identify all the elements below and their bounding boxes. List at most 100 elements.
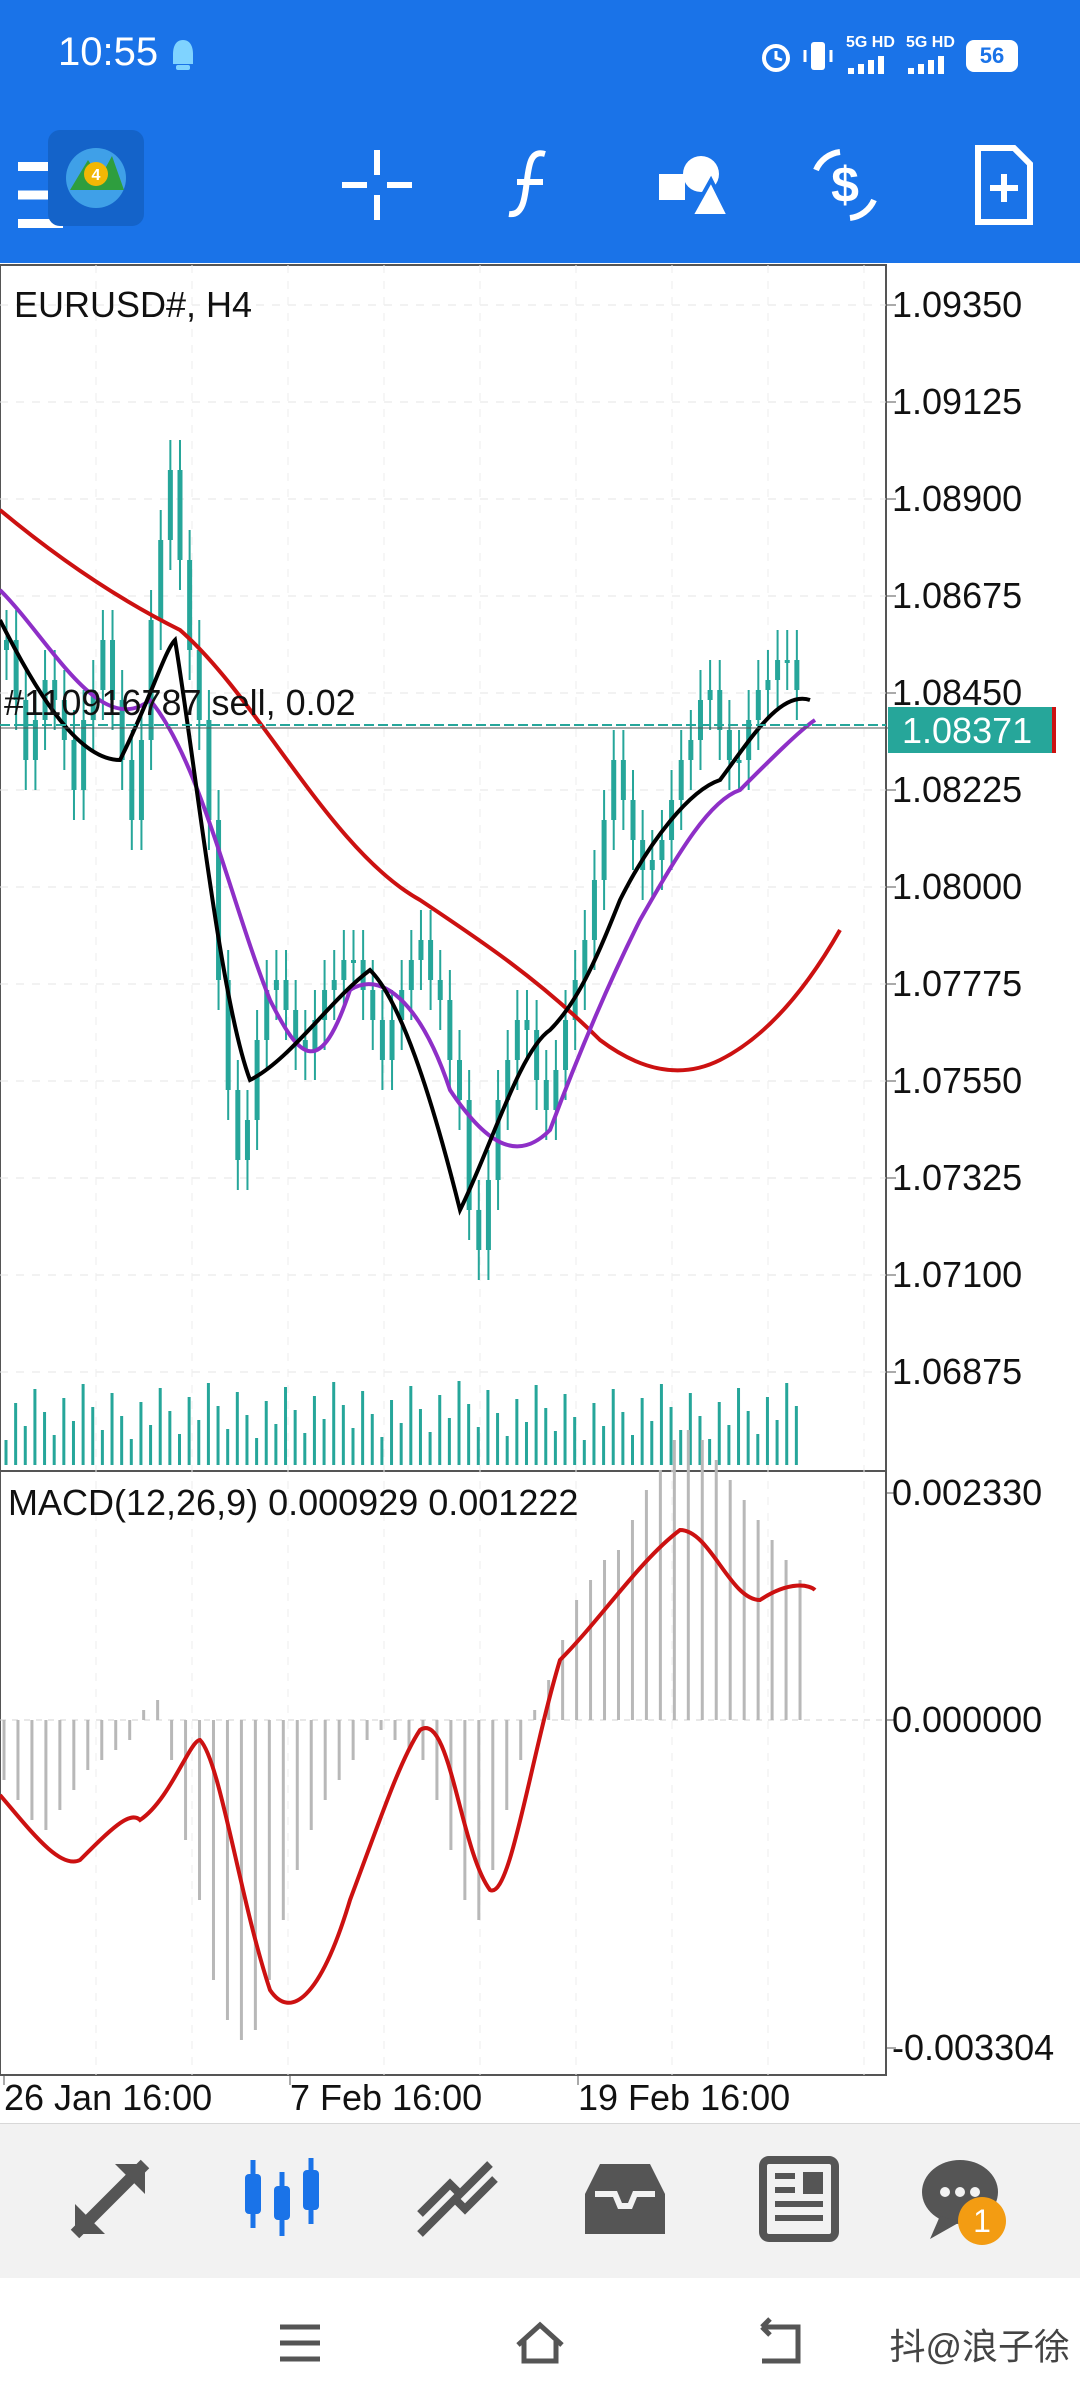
top-app-bar: 10:55 5G HD 5G HD 56 4 [0,0,1080,263]
candle-body [418,940,424,960]
messages-icon[interactable] [890,2124,1040,2274]
candle-body [225,980,231,1090]
candle-body [765,680,771,690]
price-tick-label: 1.08675 [892,575,1022,616]
back-icon[interactable] [750,2313,810,2373]
current-price-badge [888,707,1053,753]
candle-body [293,1010,299,1040]
time-tick-label: 7 Feb 16:00 [290,2077,482,2118]
candle-body [524,1020,530,1030]
symbol-label: EURUSD#, H4 [14,284,252,325]
chart-icon[interactable] [207,2124,357,2274]
candle-body [158,540,164,620]
macd-panel [0,1430,817,2040]
price-tick-label: 1.08900 [892,478,1022,519]
candle-body [312,1020,318,1050]
objects-icon[interactable] [645,140,735,230]
candle-body [543,1080,549,1110]
bottom-navigation: 1 [0,2123,1080,2279]
macd-tick-label: 0.002330 [892,1472,1042,1513]
chart-area[interactable]: #110916787 sell, 0.02 1.08371 EURUSD#, H… [0,263,1080,2123]
price-tick-label: 1.08000 [892,866,1022,907]
candle-body [90,690,96,720]
price-tick-label: 1.09350 [892,284,1022,325]
candle-body [707,690,713,700]
moving-averages [0,508,842,1216]
candle-body [61,700,67,740]
candle-body [350,960,356,963]
candle-body [71,740,77,790]
macd-tick-label: 0.000000 [892,1699,1042,1740]
news-icon[interactable] [725,2124,875,2274]
current-price-label: 1.08371 [902,710,1032,751]
vibrate-icon [803,42,833,70]
candle-body [457,1060,463,1100]
price-tick-label: 1.07325 [892,1157,1022,1198]
ma-slow-line [0,508,842,1073]
candle-body [100,640,106,690]
candle-body [148,620,154,740]
menu-icon[interactable] [0,150,90,240]
indicators-icon[interactable] [487,140,577,230]
candle-body [206,720,212,820]
candle-body [582,940,588,980]
candle-body [331,980,337,990]
svg-text:$: $ [831,157,859,213]
battery-indicator: 56 [966,40,1018,72]
candle-body [138,740,144,820]
candle-body [601,820,607,880]
trade-icon[interactable]: $ [800,140,890,230]
recent-apps-icon[interactable] [270,2313,330,2373]
candle-body [717,690,723,730]
candle-body [611,760,617,820]
trade-nav-icon[interactable] [380,2124,530,2274]
time-tick-label: 19 Feb 16:00 [578,2077,790,2118]
candle-body [736,760,742,763]
candle-body [81,720,87,790]
candle-body [341,960,347,980]
candle-body [399,990,405,1020]
chart-canvas[interactable]: #110916787 sell, 0.02 1.08371 EURUSD#, H… [0,263,1080,2123]
candle-body [216,820,222,980]
candle-body [620,760,626,800]
home-icon[interactable] [510,2313,570,2373]
candle-body [649,860,655,870]
candle-body [13,640,19,700]
new-order-icon[interactable] [958,140,1048,230]
system-navigation-bar: 抖@浪子徐 [0,2278,1080,2400]
candle-body [273,980,279,990]
status-time: 10:55 [58,30,159,74]
candle-body [447,1000,453,1060]
quotes-icon[interactable] [35,2124,185,2274]
time-axis: 26 Jan 16:00 7 Feb 16:00 19 Feb 16:00 [3,2075,790,2118]
candle-body [254,1040,260,1120]
battery-level: 56 [979,43,1005,68]
signal-2-icon [908,56,944,74]
svg-text:4: 4 [92,167,101,184]
notification-icon [173,40,193,70]
candle-body [389,1020,395,1060]
candle-body [235,1090,241,1160]
price-tick-label: 1.08225 [892,769,1022,810]
candle-body [167,470,173,540]
candle-body [119,700,125,760]
price-axis: 1.09350 1.09125 1.08900 1.08675 1.08450 1.082… [886,284,1022,1392]
messages-badge: 1 [958,2197,1006,2245]
candle-body [110,640,116,700]
price-tick-label: 1.08450 [892,672,1022,713]
volume-bars [4,1381,798,1465]
price-tick-label: 1.07100 [892,1254,1022,1295]
candle-body [302,1040,308,1050]
metatrader-logo-icon[interactable]: 4 [48,130,144,226]
history-icon[interactable] [550,2124,700,2274]
candle-body [52,680,58,700]
candle-body [630,800,636,840]
candle-body [23,700,29,760]
price-tick-label: 1.06875 [892,1351,1022,1392]
candle-body [485,1180,491,1250]
candle-body [775,660,781,680]
crosshair-icon[interactable] [332,140,422,230]
candle-body [283,980,289,1010]
candle-body [505,1060,511,1100]
candle-body [794,660,800,690]
